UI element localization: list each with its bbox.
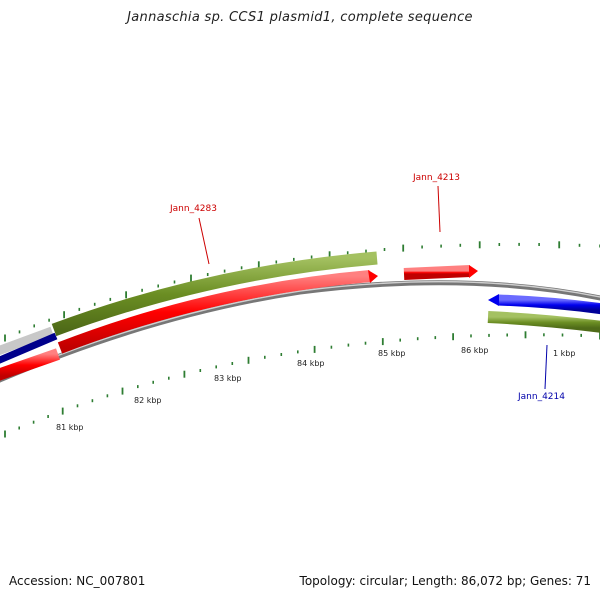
gene-label-jann-4283: Jann_4283 — [169, 204, 217, 214]
reverse-gene-jann-4214-arrowhead — [488, 294, 499, 306]
reverse-gene-jann-4214 — [497, 294, 600, 315]
accession-text: Accession: NC_007801 — [9, 574, 146, 588]
scale-label-1-kbp: 1 kbp — [553, 349, 575, 358]
cds-band-right — [487, 311, 600, 333]
scale-label-83-kbp: 83 kbp — [214, 374, 242, 383]
sequence-backbone — [0, 280, 600, 383]
reverse-gene-left-grey — [0, 326, 54, 355]
forward-gene-jann-4213-arrowhead — [469, 265, 478, 278]
topology-summary-text: Topology: circular; Length: 86,072 bp; G… — [299, 574, 591, 588]
gene-label-jann-4214: Jann_4214 — [517, 392, 565, 402]
forward-gene-left — [0, 348, 60, 381]
leader-line-jann-4213 — [437, 185, 441, 233]
map-title: Jannaschia sp. CCS1 plasmid1, complete s… — [127, 10, 473, 25]
gene-label-jann-4213: Jann_4213 — [412, 173, 460, 183]
scale-label-81-kbp: 81 kbp — [56, 423, 84, 432]
leader-line-jann-4283 — [198, 217, 210, 265]
leader-line-jann-4214 — [544, 344, 548, 390]
scale-label-82-kbp: 82 kbp — [134, 396, 162, 405]
forward-gene-jann-4213 — [403, 265, 471, 280]
sequence-backbone-highlight — [0, 281, 600, 380]
scale-label-86-kbp: 86 kbp — [461, 346, 489, 355]
forward-gene-jann-4283 — [57, 270, 371, 354]
scale-label-85-kbp: 85 kbp — [378, 349, 406, 358]
outer-tick-row — [4, 241, 600, 342]
reverse-gene-left-blue — [0, 332, 58, 364]
cds-band-main — [51, 251, 378, 337]
inner-tick-row — [4, 331, 600, 438]
scale-label-84-kbp: 84 kbp — [297, 359, 325, 368]
forward-gene-jann-4283-arrowhead — [368, 270, 378, 283]
